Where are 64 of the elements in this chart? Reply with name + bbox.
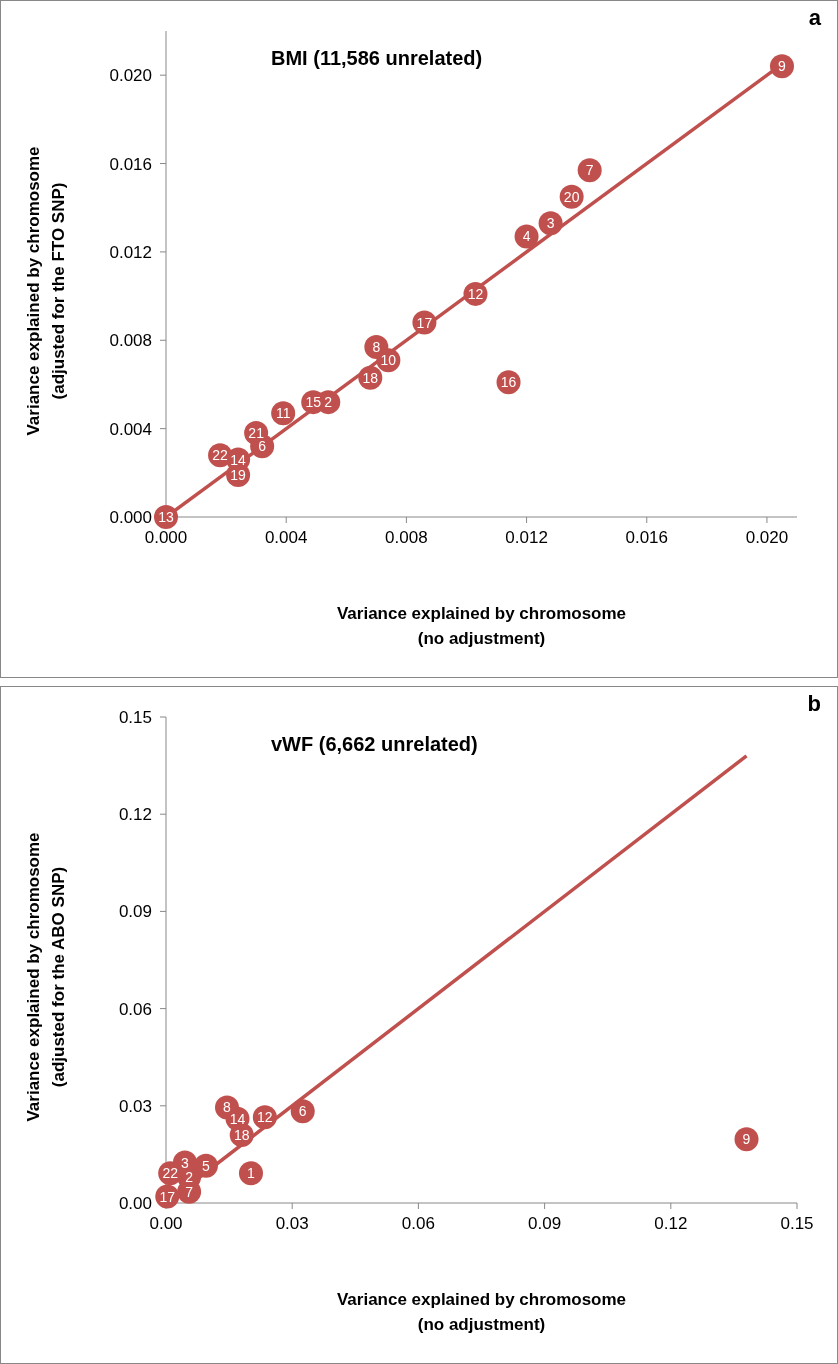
x-axis-title: Variance explained by chromosome (no adjustment) [335,603,628,650]
text: b [807,691,821,717]
annotation: 8 [372,338,381,355]
y-tick-label: 0.016 [109,154,152,174]
x-tick-label: 0.012 [505,528,548,548]
y-tick-label: 0.00 [118,1194,152,1214]
annotation: 18 [362,369,379,386]
x-tick-label: 0.06 [401,1214,435,1234]
annotation: 3 [546,215,555,232]
text: a [808,5,821,31]
annotation: 11 [275,405,291,422]
y-tick-label: 0.020 [109,66,152,86]
annotation: 2 [324,394,333,411]
annotation: 2 [185,1169,194,1186]
text: BMI (11,586 unrelated) [271,47,483,70]
x-tick-label: 0.000 [144,528,188,548]
x-tick-label: 0.016 [625,528,669,548]
annotation: 22 [212,447,229,464]
annotation: 18 [233,1126,250,1143]
annotation: 20 [563,188,580,205]
text: vWF (6,662 unrelated) [271,733,478,756]
annotation: 1 [247,1165,256,1182]
annotation: 13 [158,509,174,525]
annotation: 15 [305,394,322,411]
y-tick-label: 0.012 [109,242,152,262]
annotation: 4 [522,228,531,245]
annotation: 9 [742,1131,751,1148]
annotation: 7 [185,1183,194,1200]
y-tick-label: 0.06 [118,999,152,1019]
point [238,1161,263,1186]
x-tick-label: 0.09 [528,1214,562,1234]
y-axis-title: Variance explained by chromosome (adjusted for the ABO SNP) [23,831,69,1124]
annotation: 22 [162,1165,179,1182]
annotation: 12 [467,285,484,302]
y-tick-label: 0.03 [118,1096,152,1116]
x-tick-label: 0.008 [385,528,428,548]
y-tick-label: 0.004 [109,419,152,439]
annotation: 17 [416,314,433,331]
y-axis-title: Variance explained by chromosome (adjusted for the FTO SNP) [23,145,69,438]
annotation: 3 [181,1154,190,1171]
y-tick-label: 0.008 [109,331,152,351]
annotation: 17 [159,1188,176,1205]
y-tick-label: 0.15 [118,708,152,728]
annotation: 16 [500,374,517,391]
x-tick-label: 0.00 [149,1214,183,1234]
annotation: 14 [229,1110,246,1127]
annotation: 6 [298,1103,307,1120]
x-tick-label: 0.12 [654,1214,688,1234]
x-tick-label: 0.004 [264,528,308,548]
annotation: 8 [223,1099,232,1116]
x-tick-label: 0.03 [275,1214,309,1234]
annotation: 5 [202,1157,211,1174]
annotation: 19 [230,467,247,484]
x-tick-label: 0.15 [780,1214,814,1234]
x-tick-label: 0.020 [745,528,789,548]
annotation: 12 [257,1109,273,1126]
y-tick-label: 0.000 [109,508,152,528]
annotation: 7 [585,162,594,179]
x-axis-title: Variance explained by chromosome (no adjustment) [335,1289,628,1336]
annotation: 9 [778,58,787,75]
annotation: 14 [230,451,247,468]
annotation: 10 [380,352,397,369]
y-tick-label: 0.12 [118,805,152,825]
y-tick-label: 0.09 [118,902,152,922]
